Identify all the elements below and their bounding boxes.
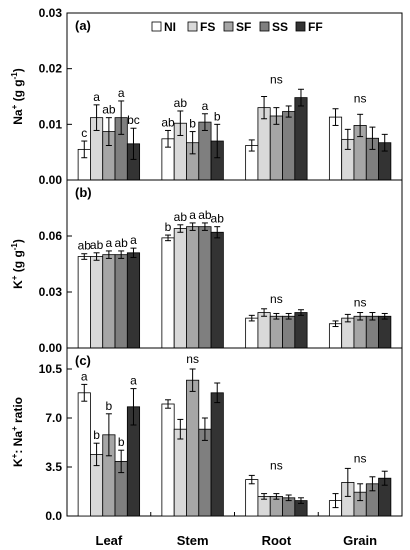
significance-letter: b <box>93 428 100 442</box>
x-category-label: Stem <box>177 533 209 548</box>
bar <box>269 115 283 181</box>
significance-letter: ab <box>174 96 188 110</box>
y-tick-label: 10.5 <box>39 362 63 376</box>
y-axis-label: Na+ (g g-1) <box>10 68 25 124</box>
bar <box>126 252 141 349</box>
significance-letter: bc <box>127 113 140 127</box>
significance-letter: a <box>93 90 100 104</box>
bar <box>102 254 116 349</box>
significance-letter: ab <box>102 103 116 117</box>
significance-letter: b <box>214 109 221 123</box>
bar <box>353 315 367 349</box>
bar <box>282 111 296 181</box>
bar <box>114 254 128 349</box>
x-category-label: Grain <box>343 533 377 548</box>
bar <box>77 256 91 349</box>
y-tick-label: 0.02 <box>39 62 63 76</box>
bar <box>186 226 200 349</box>
bar <box>210 231 224 349</box>
bar <box>378 315 392 349</box>
y-tick-label: 0.0 <box>45 509 62 523</box>
significance-letter: ab <box>174 210 188 224</box>
significance-letter: b <box>189 117 196 131</box>
bar <box>90 256 104 349</box>
y-axis-label: K+ (g g-1) <box>10 239 25 289</box>
legend-swatch <box>223 21 234 32</box>
bar <box>365 315 379 349</box>
y-axis-label: K+: Na+ ratio <box>10 397 25 467</box>
significance-ns: ns <box>354 92 367 106</box>
bar <box>198 226 212 349</box>
significance-letter: a <box>189 208 196 222</box>
y-tick-label: 7.0 <box>45 411 62 425</box>
panel-label: (c) <box>75 353 91 368</box>
legend-label: FF <box>308 20 323 34</box>
bar <box>161 237 175 349</box>
bar <box>341 317 355 349</box>
bar <box>328 116 343 181</box>
significance-letter: c <box>81 126 87 140</box>
bar <box>77 392 91 517</box>
bar <box>186 379 200 517</box>
bar <box>161 403 175 517</box>
significance-ns: ns <box>354 296 367 310</box>
significance-letter: ab <box>114 236 128 250</box>
significance-ns: ns <box>270 292 283 306</box>
bar <box>269 315 283 349</box>
bar <box>245 479 259 517</box>
bar <box>282 315 296 349</box>
y-tick-label: 0.06 <box>39 229 63 243</box>
significance-letter: ab <box>90 238 104 252</box>
legend-swatch <box>295 21 306 32</box>
x-category-label: Root <box>262 533 292 548</box>
significance-letter: ab <box>198 208 212 222</box>
bar <box>198 428 212 517</box>
significance-ns: ns <box>270 72 283 86</box>
significance-letter: ab <box>211 212 225 226</box>
bar <box>294 312 308 349</box>
significance-letter: a <box>106 236 113 250</box>
y-tick-label: 0.03 <box>39 285 63 299</box>
legend-label: SS <box>272 20 288 34</box>
legend-swatch <box>187 21 198 32</box>
significance-ns: ns <box>270 458 283 472</box>
bar <box>245 317 259 349</box>
significance-letter: a <box>118 86 125 100</box>
legend-swatch <box>151 21 162 32</box>
significance-letter: a <box>130 233 137 247</box>
significance-letter: ab <box>161 115 175 129</box>
bar <box>173 228 187 349</box>
bar <box>210 392 224 517</box>
y-tick-label: 0.03 <box>39 6 63 20</box>
bar <box>328 323 343 349</box>
significance-letter: ab <box>78 239 92 253</box>
legend-swatch <box>259 21 270 32</box>
significance-letter: a <box>202 99 209 113</box>
y-tick-label: 0.00 <box>39 341 63 355</box>
y-tick-label: 0.01 <box>39 117 63 131</box>
significance-letter: a <box>130 374 137 388</box>
significance-letter: a <box>81 369 88 383</box>
bar <box>257 312 271 349</box>
significance-ns: ns <box>354 451 367 465</box>
significance-letter: b <box>118 435 125 449</box>
significance-ns: ns <box>186 352 199 366</box>
panel-label: (a) <box>75 18 91 33</box>
legend-label: SF <box>236 20 251 34</box>
y-tick-label: 3.5 <box>45 460 62 474</box>
bar <box>294 97 308 181</box>
bar <box>173 428 187 517</box>
significance-letter: b <box>165 220 172 234</box>
legend-label: FS <box>200 20 215 34</box>
legend-label: NI <box>164 20 176 34</box>
x-category-label: Leaf <box>96 533 123 548</box>
y-tick-label: 0.00 <box>39 173 63 187</box>
panel-label: (b) <box>75 185 92 200</box>
significance-letter: b <box>106 399 113 413</box>
